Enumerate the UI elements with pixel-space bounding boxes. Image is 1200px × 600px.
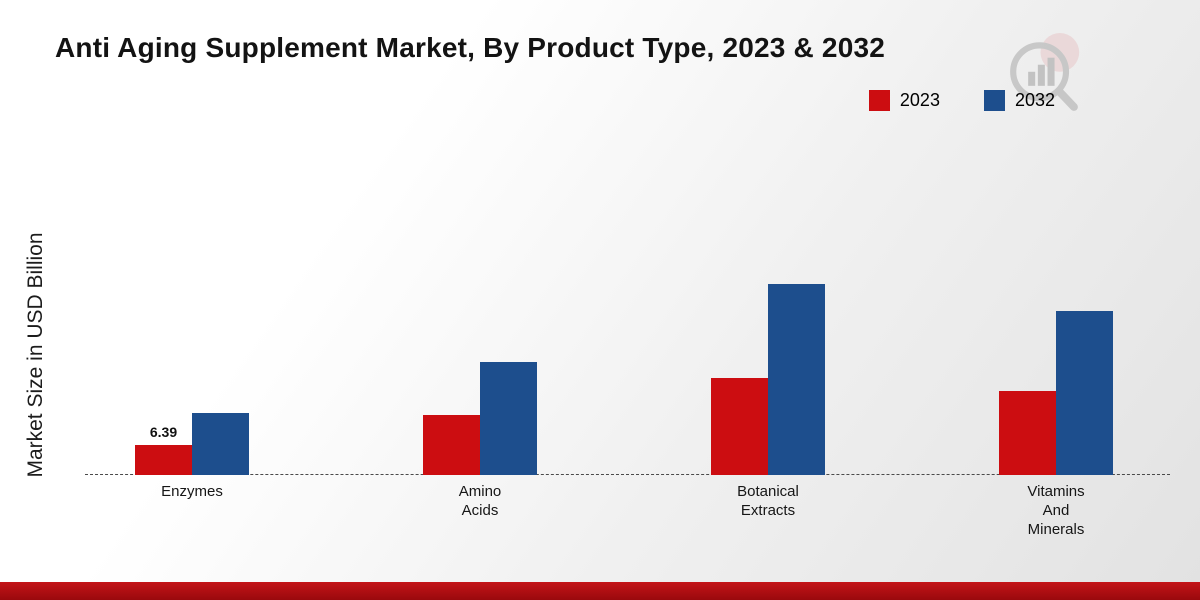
category-label: Enzymes (161, 483, 223, 500)
category-label: Amino Acids (458, 483, 502, 519)
category-label: Botanical Extracts (737, 483, 799, 519)
bar-2032 (1056, 310, 1113, 475)
baseline-axis (85, 474, 1170, 475)
bar-2032 (192, 412, 249, 475)
bar-2032 (480, 361, 537, 475)
legend-swatch-2023 (868, 90, 890, 111)
legend-label-2032: 2032 (1014, 90, 1055, 110)
bar-group-3 (711, 255, 825, 475)
category-label: Vitamins And Minerals (1027, 483, 1085, 538)
bar-2032 (768, 283, 825, 475)
page-title: Anti Aging Supplement Market, By Product… (55, 32, 886, 63)
bar-group-2 (423, 255, 537, 475)
bar-2023 (135, 444, 192, 475)
legend-item-2023: 2023 (868, 90, 940, 111)
bar-2023 (423, 414, 480, 475)
legend-item-2032: 2032 (983, 90, 1055, 111)
legend-label-2023: 2023 (899, 90, 940, 110)
mrf-logo-watermark (1010, 33, 1080, 111)
legend: 2023 2032 (868, 90, 1055, 111)
footer-bar (0, 582, 1200, 600)
bar-2023 (999, 390, 1056, 475)
bar-group-4 (999, 255, 1113, 475)
legend-swatch-2032 (983, 90, 1005, 111)
bar-value-label: 6.39 (149, 423, 178, 440)
bar-2023 (711, 377, 768, 475)
bar-group-1: 6.39 (135, 255, 249, 475)
